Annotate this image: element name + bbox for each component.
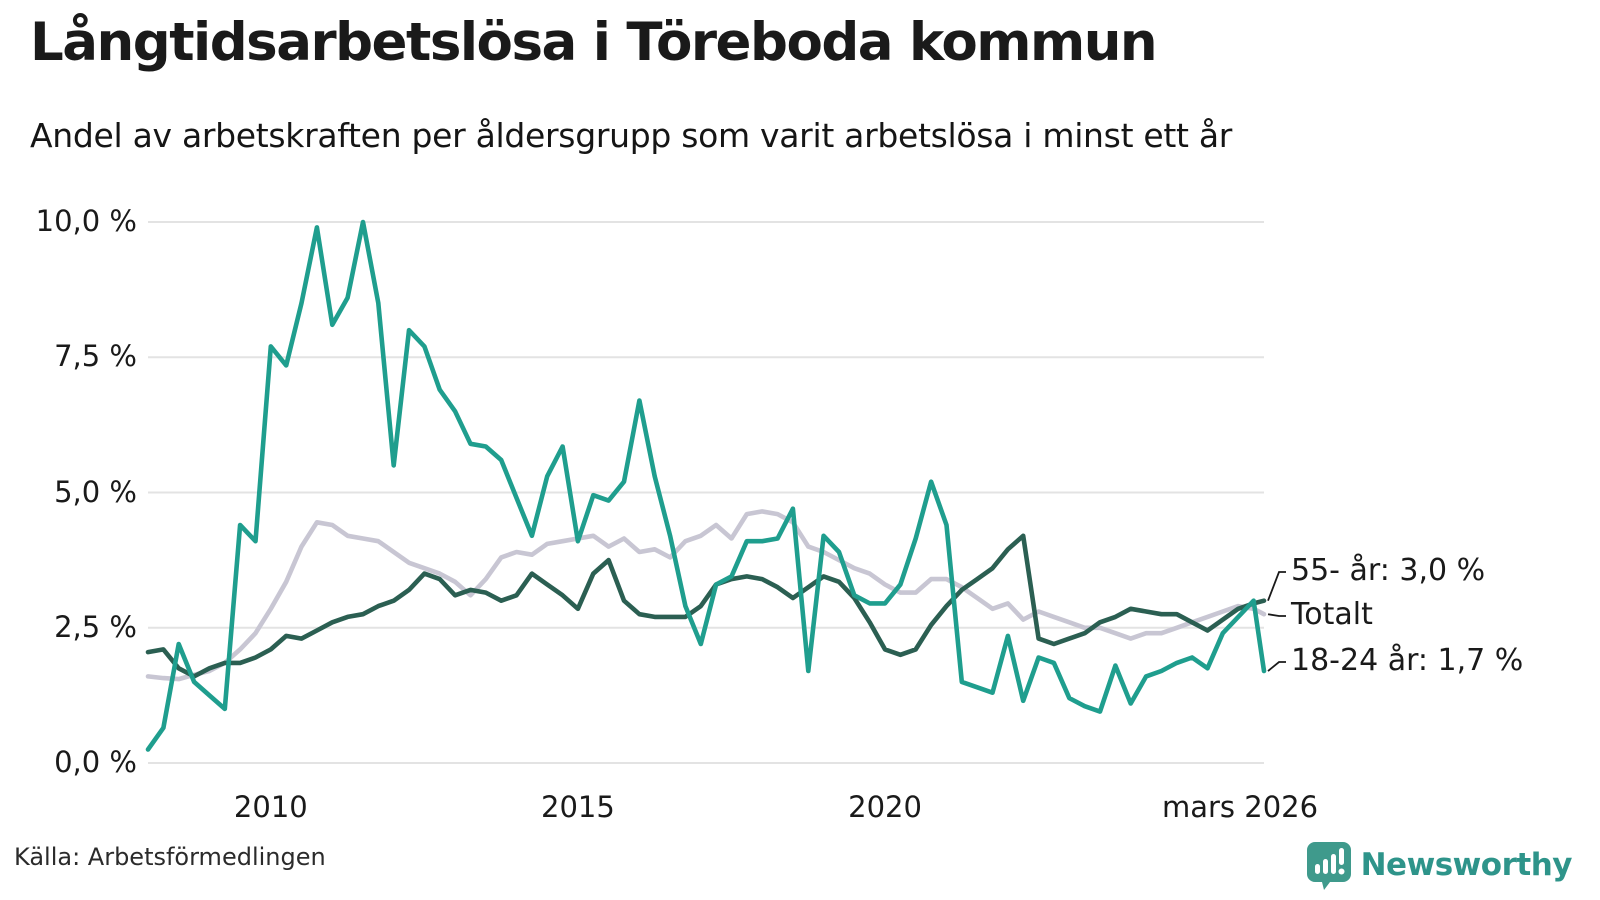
x-tick-label-2015: 2015 (541, 790, 615, 824)
y-tick-label-10: 10,0 % (35, 204, 137, 238)
x-tick-label-2010: 2010 (233, 790, 308, 824)
y-tick-label-7.5: 7,5 % (54, 339, 137, 374)
newsworthy-logo: Newsworthy (1306, 840, 1573, 890)
end-label-55-r: 55- år: 3,0 % (1291, 553, 1486, 588)
y-tick-label-2.5: 2,5 % (54, 609, 137, 644)
page-subtitle: Andel av arbetskraften per åldersgrupp s… (30, 116, 1233, 155)
y-tick-label-5: 5,0 % (54, 474, 137, 509)
line-totalt (145, 509, 1267, 682)
line-18-24-r (145, 219, 1267, 752)
leader-line-18-24-r (1267, 661, 1286, 672)
newsworthy-bubble-chart-icon (1306, 842, 1351, 890)
end-label-totalt: Totalt (1291, 597, 1373, 632)
x-tick-label-mars-2026: mars 2026 (1161, 790, 1319, 824)
x-tick-label-2020: 2020 (848, 790, 922, 824)
end-label-18-24-r: 18-24 år: 1,7 % (1291, 643, 1524, 678)
line-55-r (145, 533, 1267, 679)
leader-line-55-r (1267, 571, 1286, 602)
newsworthy-wordmark: Newsworthy (1360, 847, 1573, 883)
y-tick-label-0: 0,0 % (54, 745, 137, 779)
page-title: Långtidsarbetslösa i Töreboda kommun (30, 12, 1158, 73)
leader-line-totalt (1267, 613, 1286, 617)
source-note: Källa: Arbetsförmedlingen (14, 843, 326, 871)
